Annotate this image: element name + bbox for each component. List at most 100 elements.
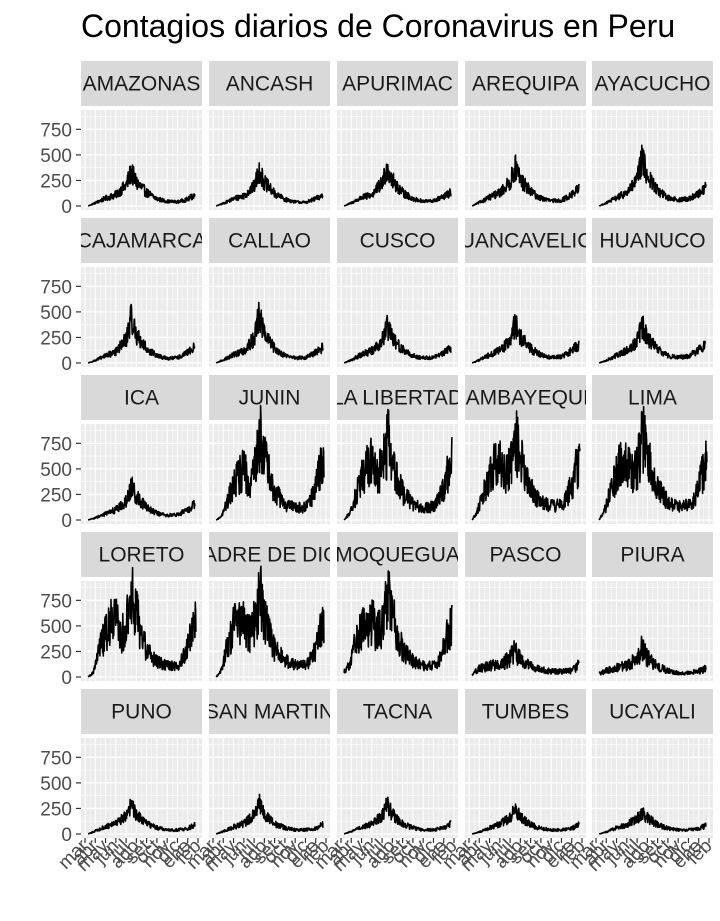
series-line bbox=[343, 314, 452, 364]
facet-strip bbox=[592, 689, 713, 734]
facet-moquegua: MOQUEGUA bbox=[337, 532, 458, 681]
facet-lima: LIMA bbox=[592, 375, 713, 524]
facet-strip bbox=[592, 375, 713, 420]
y-tick-label: 500 bbox=[40, 617, 72, 638]
facet-label: PUNO bbox=[111, 701, 172, 724]
facet-strip bbox=[209, 218, 330, 263]
facet-strip bbox=[465, 375, 586, 420]
facet-label: UCAYALI bbox=[609, 701, 696, 724]
series-line bbox=[87, 303, 196, 364]
facet-strip bbox=[337, 532, 458, 577]
y-tick-label: 750 bbox=[40, 434, 72, 455]
series-line bbox=[87, 566, 197, 678]
y-tick-label: 750 bbox=[40, 120, 72, 141]
series-line bbox=[598, 807, 707, 835]
facet-label: HUANUCO bbox=[599, 230, 705, 253]
facet-puno: PUNO0250500750marabrmayjunjulagosetoctno… bbox=[40, 689, 206, 876]
facet-strip bbox=[465, 689, 586, 734]
facet-callao: CALLAO bbox=[209, 218, 330, 367]
facet-strip bbox=[81, 375, 202, 420]
y-tick-label: 250 bbox=[40, 328, 72, 349]
facet-ucayali: UCAYALImarabrmayjunjulagosetoctnovdicene… bbox=[566, 689, 717, 876]
facet-strip bbox=[81, 532, 202, 577]
facet-label: LORETO bbox=[99, 544, 185, 567]
y-tick-label: 0 bbox=[61, 197, 72, 218]
series-line bbox=[343, 408, 453, 521]
facet-apurimac: APURIMAC bbox=[337, 61, 458, 210]
facet-label: AMAZONAS bbox=[83, 73, 201, 96]
facet-label: AREQUIPA bbox=[472, 73, 579, 96]
series-line bbox=[215, 793, 324, 835]
facet-strip bbox=[209, 375, 330, 420]
series-line bbox=[87, 798, 196, 835]
facet-strip bbox=[337, 689, 458, 734]
facet-la-libertad: LA LIBERTAD bbox=[332, 375, 463, 524]
facet-tumbes: TUMBESmarabrmayjunjulagosetoctnovdicenef… bbox=[439, 689, 590, 876]
facet-junin: JUNIN bbox=[209, 375, 330, 524]
facet-label: ICA bbox=[124, 387, 159, 410]
series-line bbox=[471, 314, 580, 364]
series-line bbox=[598, 315, 707, 364]
y-tick-label: 750 bbox=[40, 748, 72, 769]
facet-strip bbox=[592, 61, 713, 106]
facet-huancavelica: HUANCAVELICA bbox=[445, 218, 607, 367]
series-line bbox=[471, 410, 581, 521]
series-line bbox=[471, 640, 580, 676]
facet-label: APURIMAC bbox=[342, 73, 453, 96]
series-line bbox=[598, 144, 707, 207]
series-line bbox=[215, 162, 324, 207]
facet-label: SAN MARTIN bbox=[205, 701, 334, 724]
series-line bbox=[471, 803, 580, 835]
facet-label: LA LIBERTAD bbox=[332, 387, 463, 410]
facet-strip bbox=[209, 532, 330, 577]
y-tick-label: 250 bbox=[40, 799, 72, 820]
y-tick-label: 500 bbox=[40, 774, 72, 795]
facet-strip bbox=[81, 218, 202, 263]
facet-strip bbox=[209, 689, 330, 734]
series-line bbox=[598, 405, 708, 521]
facet-label: TUMBES bbox=[482, 701, 570, 724]
facet-label: AYACUCHO bbox=[595, 73, 711, 96]
facet-label: HUANCAVELICA bbox=[445, 230, 607, 253]
facet-amazonas: AMAZONAS 0 250 500 750 bbox=[40, 61, 202, 218]
y-tick-label: 250 bbox=[40, 642, 72, 663]
facet-cajamarca: CAJAMARCA 0 250 500 750 bbox=[40, 218, 207, 375]
facet-label: CAJAMARCA bbox=[77, 230, 207, 253]
facet-madre-de-dios: MADRE DE DIOS bbox=[185, 532, 353, 681]
facet-label: LAMBAYEQUE bbox=[454, 387, 597, 410]
facet-label: CUSCO bbox=[360, 230, 436, 253]
series-line bbox=[215, 565, 325, 678]
facet-label: CALLAO bbox=[228, 230, 311, 253]
series-line bbox=[87, 164, 196, 207]
series-line bbox=[598, 635, 707, 676]
facet-tacna: TACNAmarabrmayjunjulagosetoctnovdicenefe… bbox=[311, 689, 462, 876]
y-tick-label: 750 bbox=[40, 591, 72, 612]
facet-ayacucho: AYACUCHO bbox=[592, 61, 713, 210]
facet-strip bbox=[81, 61, 202, 106]
facet-strip bbox=[81, 689, 202, 734]
facet-huanuco: HUANUCO bbox=[592, 218, 713, 367]
facet-lambayeque: LAMBAYEQUE bbox=[454, 375, 597, 524]
series-line bbox=[343, 163, 452, 207]
facet-san-martin: SAN MARTINmarabrmayjunjulagosetoctnovdic… bbox=[183, 689, 334, 876]
y-tick-label: 250 bbox=[40, 171, 72, 192]
facet-label: TACNA bbox=[363, 701, 433, 724]
facet-strip bbox=[337, 375, 458, 420]
series-line bbox=[215, 404, 325, 521]
y-tick-label: 500 bbox=[40, 303, 72, 324]
facet-piura: PIURA bbox=[592, 532, 713, 681]
facet-arequipa: AREQUIPA bbox=[465, 61, 586, 210]
facet-label: PASCO bbox=[490, 544, 562, 567]
facet-label: LIMA bbox=[628, 387, 677, 410]
facet-label: MADRE DE DIOS bbox=[185, 544, 353, 567]
y-tick-label: 0 bbox=[61, 668, 72, 689]
y-tick-label: 0 bbox=[61, 354, 72, 375]
facet-strip bbox=[465, 218, 586, 263]
facet-ancash: ANCASH bbox=[209, 61, 330, 210]
series-line bbox=[343, 570, 453, 674]
facet-strip bbox=[209, 61, 330, 106]
facet-label: ANCASH bbox=[226, 73, 314, 96]
chart-title: Contagios diarios de Coronavirus en Peru bbox=[81, 8, 676, 44]
facet-loreto: LORETO 0 250 500 750 bbox=[40, 532, 202, 689]
